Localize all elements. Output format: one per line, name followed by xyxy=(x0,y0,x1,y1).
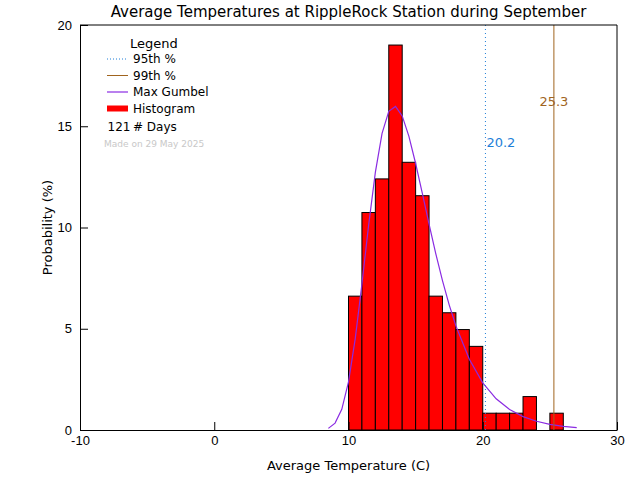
y-tick-mark xyxy=(80,126,88,127)
chart: Average Temperatures at RippleRock Stati… xyxy=(0,0,640,480)
x-tick: 10 xyxy=(342,422,356,448)
legend-swatch xyxy=(107,91,128,92)
percentile-label: 25.3 xyxy=(539,94,568,109)
days-label: # Days xyxy=(133,120,177,134)
y-tick-label: 0 xyxy=(65,423,72,438)
x-tick: 20 xyxy=(476,422,490,448)
x-tick-mark xyxy=(214,422,215,430)
days-count: 121 xyxy=(108,120,131,134)
legend-title: Legend xyxy=(130,36,178,51)
histogram-bar xyxy=(523,397,536,430)
x-tick-label: 10 xyxy=(342,433,356,448)
plot-area xyxy=(328,25,576,430)
y-tick-label: 10 xyxy=(58,220,72,235)
legend-swatch xyxy=(107,106,128,112)
made-on-note: Made on 29 May 2025 xyxy=(104,139,204,149)
histogram-bar xyxy=(349,296,362,430)
x-tick-mark xyxy=(483,422,484,430)
y-tick: 10 xyxy=(58,220,88,235)
histogram-bar xyxy=(402,162,415,430)
x-axis: -10 0 10 20 30 xyxy=(71,422,625,448)
legend-label: 99th % xyxy=(133,69,176,83)
y-axis-title: Probability (%) xyxy=(40,180,55,275)
gumbel-line xyxy=(328,106,576,428)
y-tick-mark xyxy=(80,329,88,330)
histogram-bar xyxy=(456,330,469,430)
x-tick-label: 20 xyxy=(476,433,490,448)
histogram-bar xyxy=(416,196,429,430)
legend-label: 95th % xyxy=(133,52,176,66)
histogram-bar xyxy=(550,413,563,430)
percentile-line xyxy=(485,25,486,430)
y-tick-label: 20 xyxy=(58,18,72,33)
y-tick-mark xyxy=(80,228,88,229)
y-tick-mark xyxy=(80,430,88,431)
x-tick-label: -10 xyxy=(71,433,90,448)
legend-label: Max Gumbel xyxy=(133,85,209,99)
histogram-bar xyxy=(536,430,549,431)
histogram-bar xyxy=(429,296,442,430)
legend-swatch xyxy=(107,59,128,60)
x-tick-label: 30 xyxy=(610,433,624,448)
histogram-bar xyxy=(362,213,375,430)
frame-top xyxy=(80,25,617,26)
x-tick-label: 0 xyxy=(211,433,218,448)
legend-label: Histogram xyxy=(133,102,195,116)
y-axis: 0 5 10 15 20 xyxy=(58,18,88,438)
y-tick: 0 xyxy=(65,423,88,438)
legend: Legend95th % 99th % Max Gumbel Histogram121… xyxy=(104,36,209,149)
title: Average Temperatures at RippleRock Stati… xyxy=(111,3,587,21)
histogram-bar xyxy=(469,346,482,430)
y-tick: 15 xyxy=(58,119,88,134)
y-tick: 5 xyxy=(65,321,88,336)
histogram-bar xyxy=(496,413,509,430)
percentile-line xyxy=(553,25,554,430)
x-axis-line xyxy=(81,430,618,431)
y-tick-label: 15 xyxy=(58,119,72,134)
histogram-bar xyxy=(483,413,496,430)
x-tick: 0 xyxy=(211,422,218,448)
frame-right xyxy=(617,25,618,430)
x-axis-title: Average Temperature (C) xyxy=(267,458,430,473)
y-tick-label: 5 xyxy=(65,321,72,336)
histogram-bar xyxy=(442,313,455,430)
histogram-bar xyxy=(389,45,402,430)
legend-swatch xyxy=(107,75,128,76)
histogram-bar xyxy=(375,179,388,430)
percentile-label: 20.2 xyxy=(486,135,515,150)
x-tick-mark xyxy=(349,422,350,430)
